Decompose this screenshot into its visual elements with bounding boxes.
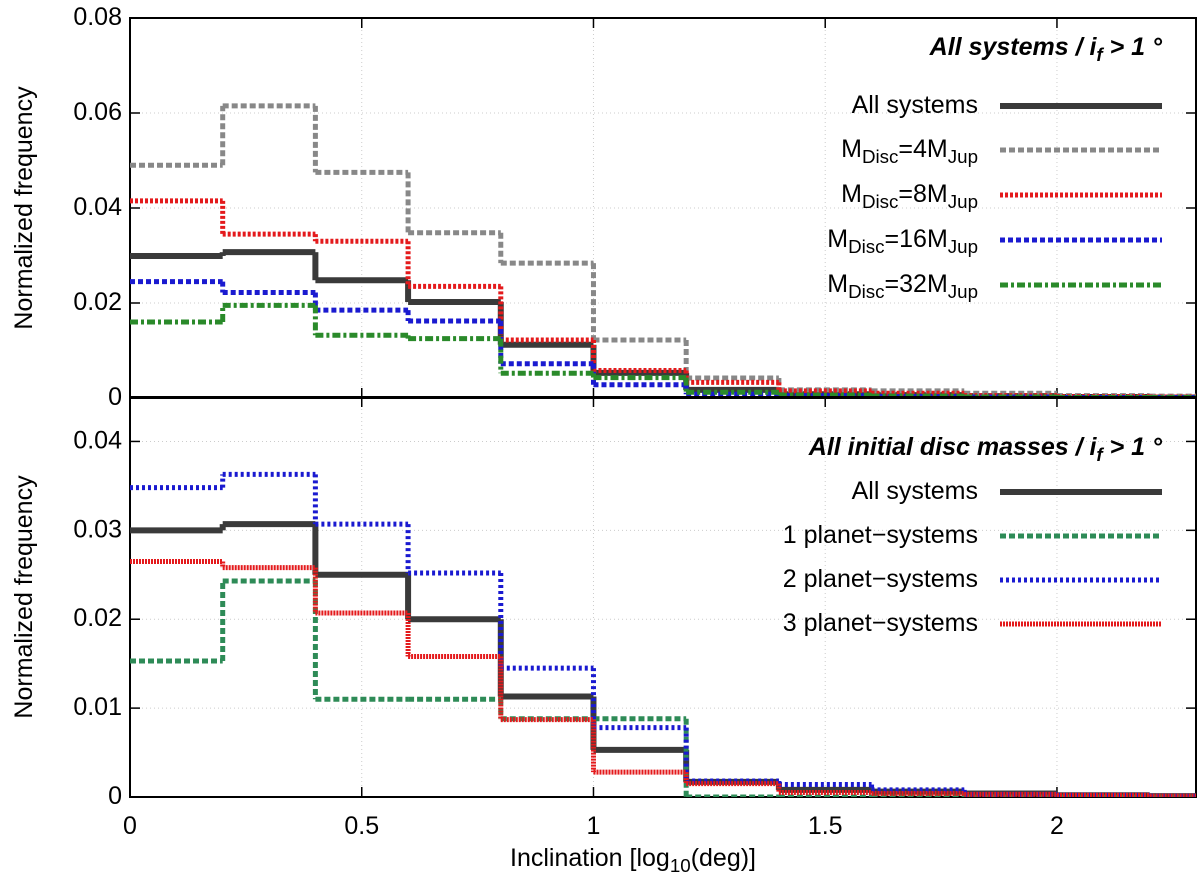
y-tick-label: 0.02 [73,604,122,632]
x-tick-label: 1 [587,812,601,840]
y-axis-label: Normalized frequency [10,475,38,719]
y-tick-label: 0.06 [73,98,122,126]
x-tick-label: 0 [123,812,137,840]
y-tick-label: 0.04 [73,193,122,221]
y-axis-label: Normalized frequency [10,86,38,330]
x-axis-label: Inclination [log10(deg)] [510,844,756,876]
y-tick-label: 0 [108,383,122,411]
y-tick-label: 0.08 [73,3,122,31]
y-tick-label: 0 [108,782,122,810]
legend-label: 3 planet−systems [783,609,978,637]
legend-label: MDisc=8MJup [841,180,978,212]
legend-label: 1 planet−systems [783,521,978,549]
legend-label: All systems [852,91,978,119]
y-tick-label: 0.02 [73,288,122,316]
legend-label: MDisc=32MJup [827,270,978,302]
panel: 0 0.01 0.02 0.03 0.04 0 0.5 1 1.5 2 All systems 1 p… [10,396,1197,876]
legend-label: MDisc=16MJup [827,225,978,257]
plot-frame [129,396,1197,798]
y-tick-label: 0.01 [73,693,122,721]
x-tick-label: 1.5 [808,812,843,840]
y-tick-label: 0.04 [73,426,122,454]
panel: 0 0.02 0.04 0.06 0.08 All systems MDisc=4MJup M… [10,3,1197,411]
legend-label: All systems [852,477,978,505]
panel-title: All systems / if > 1 ° [929,33,1163,65]
legend-label: MDisc=4MJup [841,135,978,167]
legend-label: 2 planet−systems [783,565,978,593]
series-group [130,471,1196,797]
panel-title: All initial disc masses / if > 1 ° [808,433,1163,465]
y-tick-label: 0.03 [73,515,122,543]
x-tick-label: 0.5 [344,812,379,840]
x-tick-label: 2 [1050,812,1064,840]
